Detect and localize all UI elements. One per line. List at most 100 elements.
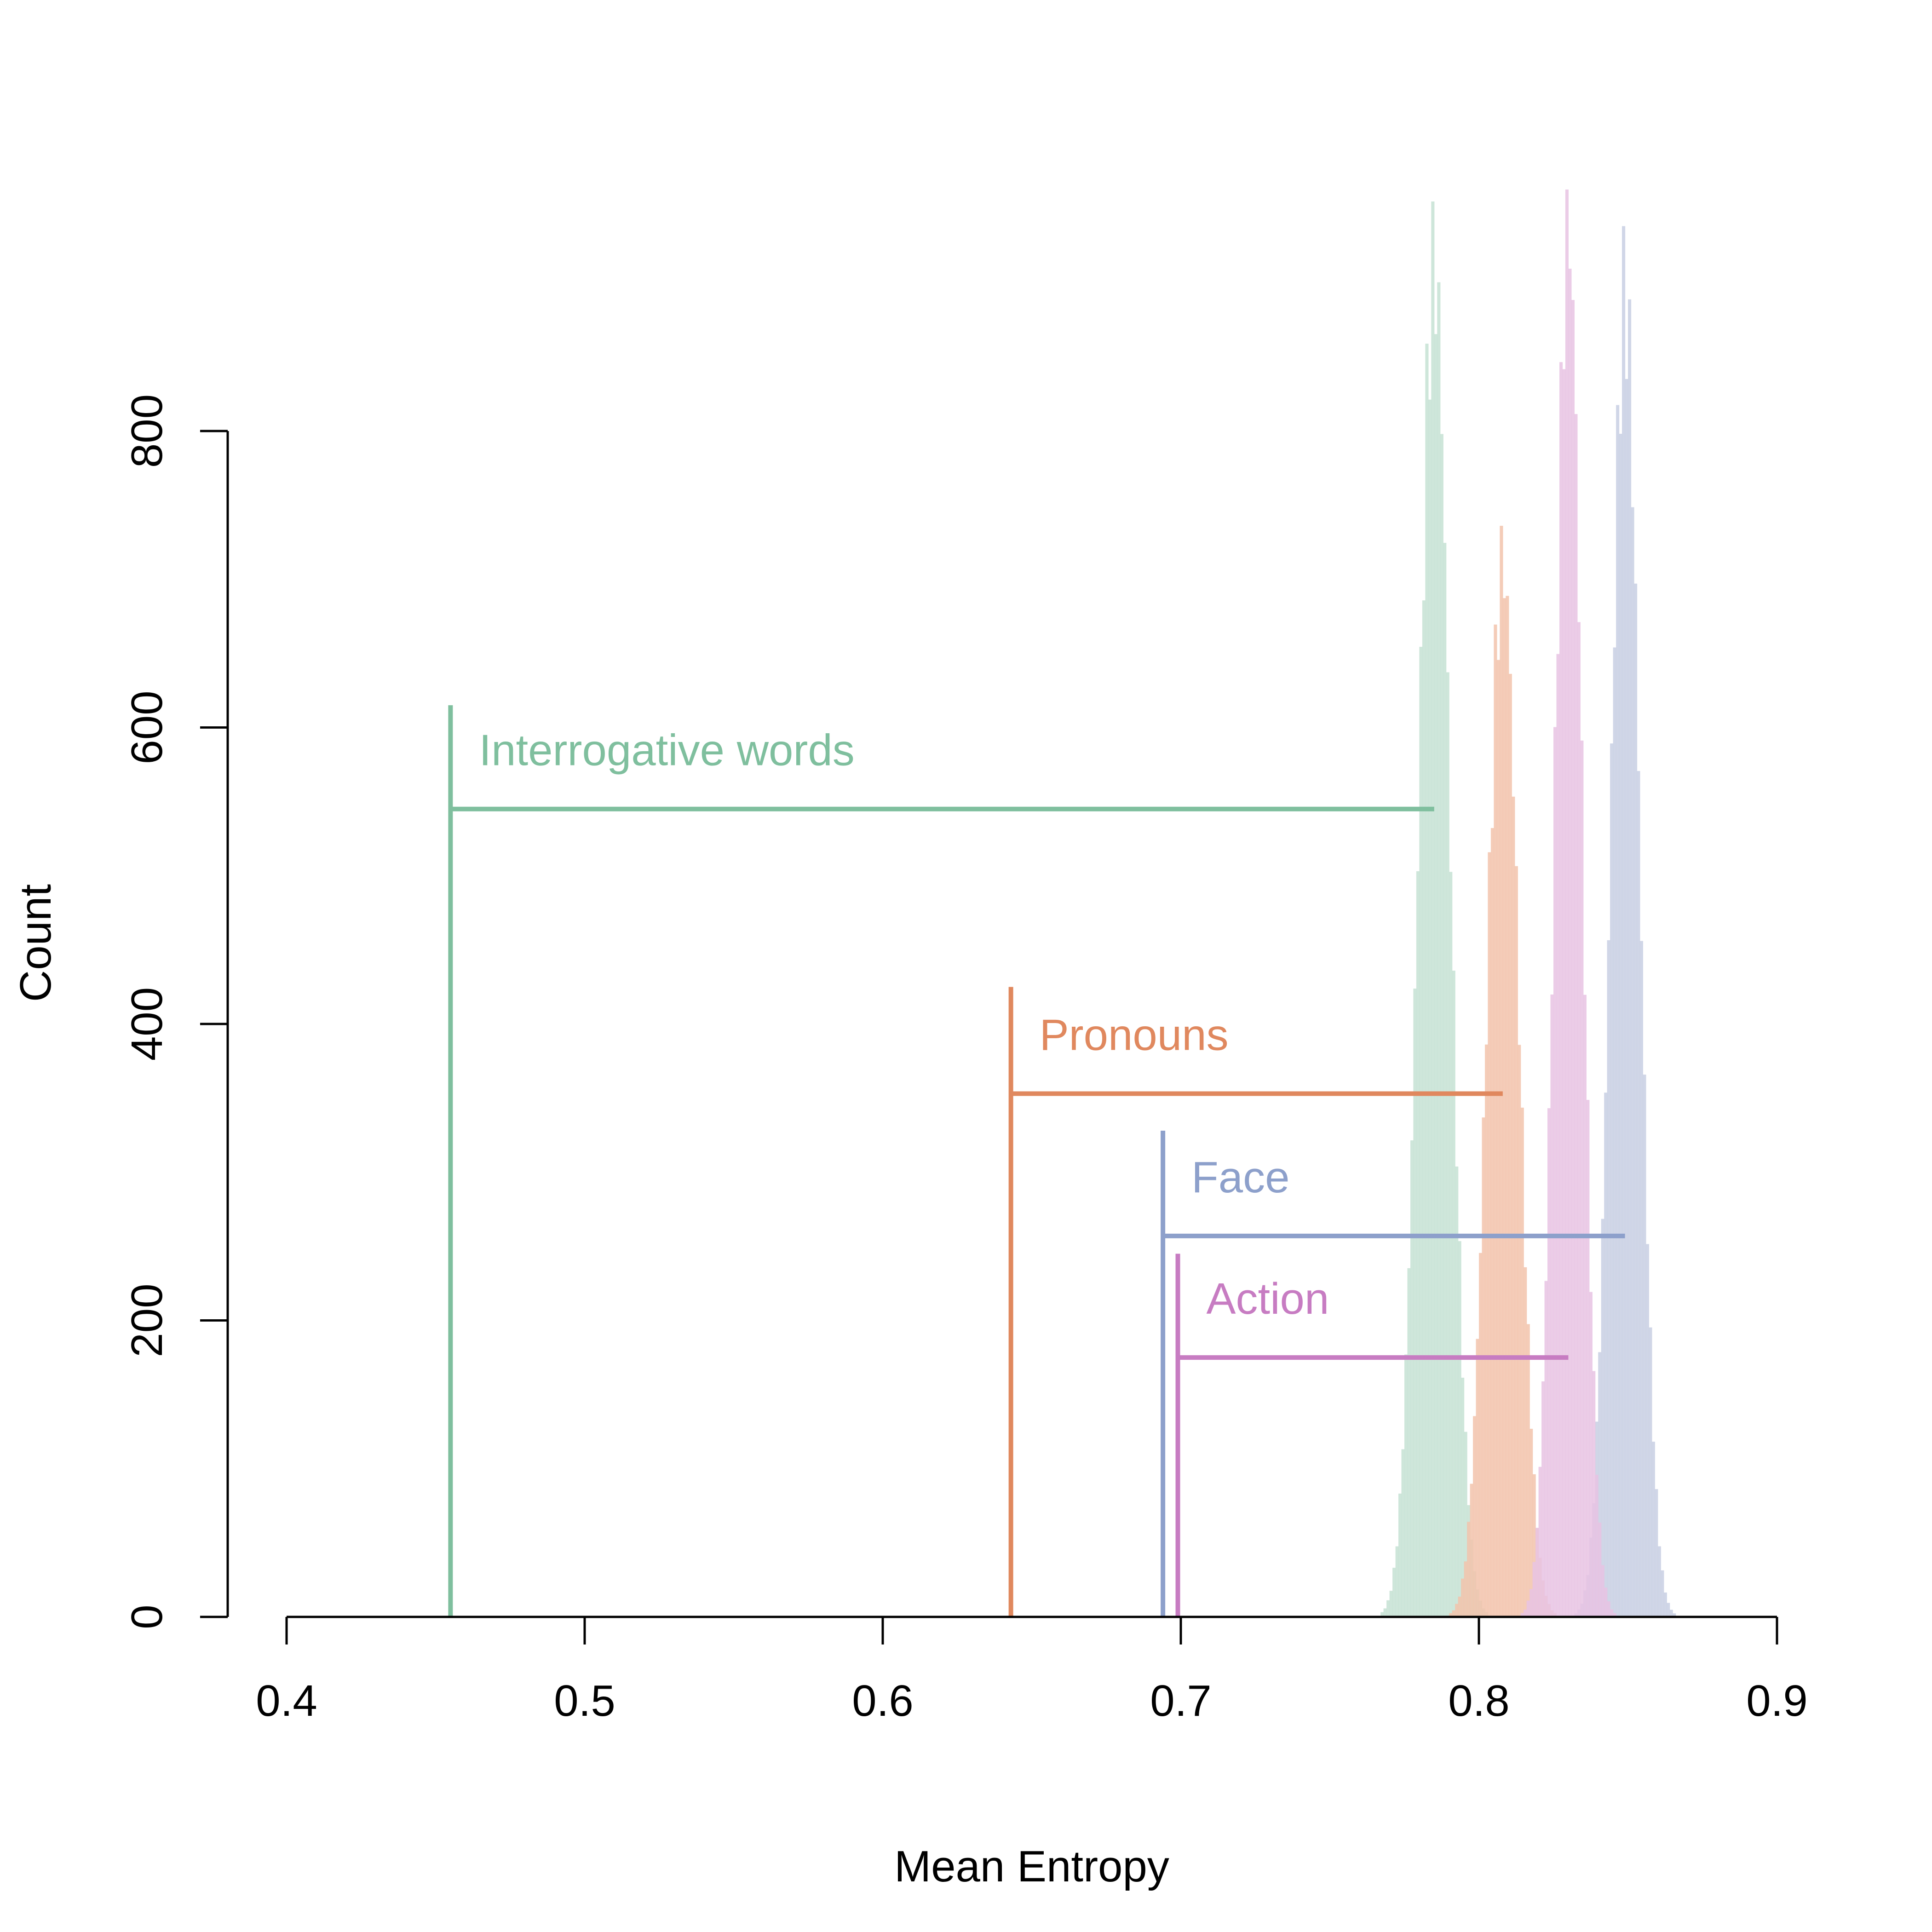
- histogram-bar: [1673, 1613, 1676, 1617]
- histogram-bar: [1663, 1593, 1667, 1617]
- x-tick-label: 0.4: [256, 1676, 317, 1725]
- histogram-bar: [1479, 1253, 1483, 1617]
- histogram-bar: [1496, 660, 1500, 1617]
- histogram-bar: [1568, 269, 1572, 1617]
- histogram-bar: [1583, 995, 1587, 1617]
- histogram-bar: [1661, 1570, 1664, 1617]
- histogram-bar: [1452, 1610, 1455, 1617]
- histogram-bar: [1651, 1442, 1655, 1617]
- histogram-bar: [1395, 1546, 1399, 1617]
- histogram-bar: [1404, 1354, 1408, 1617]
- y-tick-label: 400: [122, 987, 172, 1061]
- histogram-bar: [1524, 1610, 1527, 1617]
- histogram-bar: [1535, 1528, 1539, 1617]
- histogram-bar: [1530, 1429, 1533, 1617]
- histogram-bar: [1485, 1044, 1489, 1617]
- histogram-bar: [1571, 300, 1575, 1617]
- histogram-bar: [1532, 1562, 1536, 1617]
- histogram-bar: [1398, 1493, 1402, 1617]
- histogram-bar: [1389, 1591, 1393, 1617]
- histogram-bar: [1434, 334, 1438, 1617]
- histogram-bar: [1601, 1219, 1604, 1617]
- histogram-bar: [1565, 190, 1569, 1617]
- histogram-bar: [1431, 201, 1435, 1617]
- histogram-bar: [1452, 971, 1455, 1617]
- histogram-bar: [1559, 362, 1563, 1617]
- histogram-bar: [1532, 1474, 1536, 1617]
- histogram-bar: [1443, 543, 1447, 1617]
- histogram-bar: [1407, 1268, 1411, 1617]
- histogram-bar: [1616, 405, 1620, 1617]
- x-tick-label: 0.6: [852, 1676, 913, 1725]
- histogram-bar: [1655, 1489, 1658, 1617]
- histogram-bar: [1502, 598, 1506, 1617]
- histogram-bar: [1669, 1610, 1673, 1617]
- histogram-bar: [1419, 647, 1423, 1617]
- histogram-bar: [1634, 583, 1638, 1617]
- observed-marker-0: Interrogative words: [448, 705, 1434, 1617]
- histogram-bar: [1449, 872, 1453, 1617]
- x-tick-label: 0.9: [1746, 1676, 1807, 1725]
- histogram-bar: [1473, 1416, 1477, 1617]
- x-tick-label: 0.5: [554, 1676, 615, 1725]
- histogram-bar: [1524, 1267, 1527, 1617]
- histogram-bars: [1380, 190, 1676, 1617]
- histogram-bar: [1520, 1107, 1524, 1617]
- histogram-bar: [1637, 771, 1640, 1617]
- histogram-bar: [1386, 1600, 1390, 1617]
- histogram-bar: [1461, 1378, 1465, 1617]
- histogram-bar: [1607, 1601, 1610, 1617]
- y-tick-label: 600: [122, 690, 172, 764]
- series-label: Interrogative words: [479, 726, 854, 775]
- histogram-bar: [1458, 1241, 1461, 1617]
- histogram-bar: [1556, 654, 1560, 1617]
- histogram-bar: [1639, 941, 1643, 1617]
- histogram-bar: [1550, 995, 1554, 1617]
- histogram-bar: [1547, 1108, 1551, 1617]
- histogram-bar: [1437, 282, 1441, 1617]
- x-tick-label: 0.7: [1150, 1676, 1211, 1725]
- axis-ticks: 0.4 0.5 0.6 0.7 0.8 0.9 0 200 400 600 800: [122, 394, 1808, 1725]
- histogram-bar: [1512, 796, 1515, 1617]
- histogram-bar: [1422, 600, 1426, 1617]
- histogram-bar: [1464, 1561, 1467, 1617]
- histogram-bar: [1464, 1432, 1467, 1617]
- histogram-bar: [1657, 1546, 1661, 1617]
- histogram-bar: [1500, 526, 1503, 1617]
- histogram-bar: [1604, 1092, 1608, 1617]
- histogram-bar: [1520, 1613, 1524, 1617]
- histogram-bar: [1416, 871, 1420, 1617]
- histogram-bar: [1467, 1522, 1471, 1617]
- histogram-bar: [1613, 647, 1616, 1617]
- observed-marker-2: Face: [1161, 1131, 1625, 1617]
- series-label: Action: [1207, 1274, 1329, 1323]
- histogram-bar: [1553, 727, 1557, 1617]
- histogram-bar: [1613, 1613, 1616, 1617]
- histogram-bar: [1380, 1612, 1384, 1617]
- histogram-bar: [1476, 1339, 1479, 1617]
- histogram-bar: [1455, 1604, 1459, 1617]
- histogram-bar: [1649, 1327, 1652, 1617]
- histogram-bar: [1538, 1466, 1542, 1617]
- histogram-bar: [1530, 1589, 1533, 1617]
- histogram-bar: [1598, 1352, 1602, 1617]
- histogram-bar: [1470, 1484, 1473, 1617]
- histogram-bar: [1595, 1475, 1598, 1617]
- histogram-bar: [1541, 1381, 1545, 1617]
- histogram-bar: [1494, 624, 1497, 1617]
- histogram-bar: [1667, 1603, 1670, 1617]
- histogram-bar: [1458, 1596, 1461, 1617]
- x-tick-label: 0.8: [1448, 1676, 1509, 1725]
- histogram-bar: [1392, 1568, 1396, 1617]
- histogram-bar: [1580, 740, 1584, 1617]
- histogram-series-3: [1520, 190, 1616, 1617]
- histogram-bar: [1440, 434, 1443, 1617]
- histogram-bar: [1383, 1608, 1387, 1617]
- histogram-bar: [1622, 226, 1626, 1617]
- histogram-bar: [1425, 344, 1429, 1617]
- histogram-bar: [1643, 1075, 1646, 1617]
- y-tick-label: 200: [122, 1283, 172, 1357]
- histogram-bar: [1514, 866, 1518, 1617]
- histogram-bar: [1610, 1609, 1614, 1617]
